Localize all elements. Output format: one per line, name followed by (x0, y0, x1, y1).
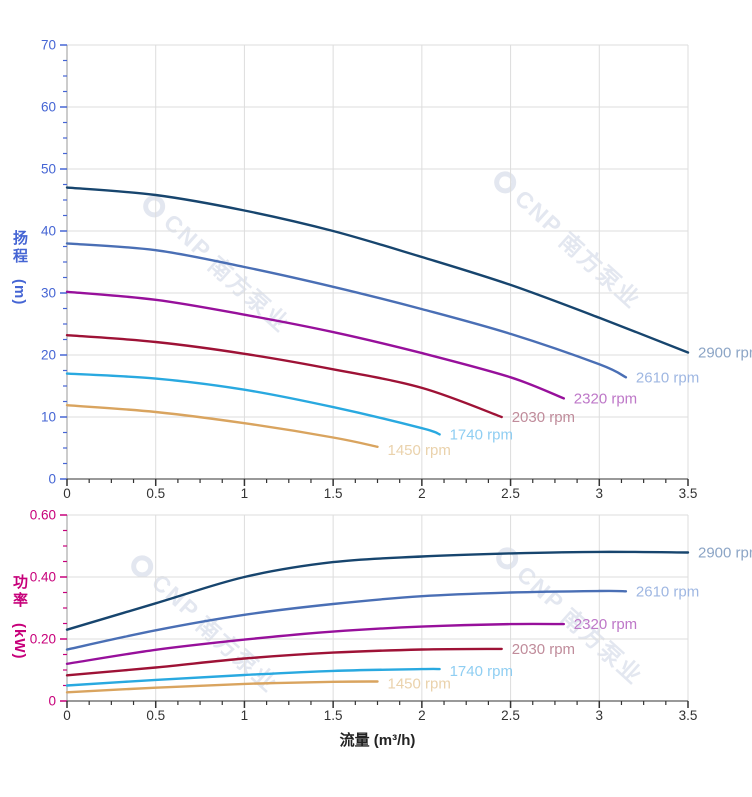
curve-power-1450-rpm (65, 680, 379, 694)
y-tick-label: 0.20 (30, 632, 56, 647)
y-tick-label: 70 (41, 38, 56, 53)
y-tick-label: 50 (41, 162, 56, 177)
series-label-2320-rpm: 2320 rpm (574, 390, 637, 407)
x-tick-label: 0 (63, 708, 71, 723)
x-tick-label: 3.5 (679, 486, 698, 501)
head-axis-title: 扬程 (m) (11, 230, 28, 306)
power-axis-title-text: 功率 (11, 574, 28, 610)
power-axis-unit: (kW) (11, 623, 28, 660)
x-tick-label: 0.5 (146, 486, 165, 501)
x-tick-label: 2.5 (501, 708, 520, 723)
series-label-2900-rpm: 2900 rpm (698, 545, 752, 562)
series-label-2030-rpm: 2030 rpm (512, 641, 575, 658)
curve-power-2030-rpm (65, 647, 503, 677)
head-flow-chart: 0 10 20 30 40 50 60 70 0 0.5 1 1.5 2 2.5 3 3.5 2900 rpm 2… (41, 38, 752, 502)
y-tick-label: 30 (41, 286, 56, 301)
x-tick-label: 2.5 (501, 486, 520, 501)
curve-head-2030-rpm (65, 334, 503, 419)
y-tick-label: 0.40 (30, 570, 56, 585)
curve-head-1740-rpm (65, 372, 441, 436)
curve-head-2320-rpm (65, 290, 565, 400)
series-label-2900-rpm: 2900 rpm (698, 345, 752, 362)
series-label-1740-rpm: 1740 rpm (450, 426, 513, 443)
power-flow-chart: 0 0.20 0.40 0.60 0 0.5 1 1.5 2 2.5 3 3.5 2900 rpm 261… (30, 509, 752, 723)
flow-axis-title: 流量 (m³/h) (339, 732, 416, 749)
y-tick-label: 40 (41, 224, 56, 239)
series-label-1450-rpm: 1450 rpm (388, 442, 451, 459)
curve-power-2900-rpm (65, 550, 690, 631)
x-tick-label: 2 (418, 708, 426, 723)
x-tick-label: 1 (241, 708, 249, 723)
power-axis-title: 功率 (kW) (11, 574, 28, 660)
x-tick-label: 0.5 (146, 708, 165, 723)
curve-head-1450-rpm (65, 404, 379, 448)
series-label-2610-rpm: 2610 rpm (636, 369, 699, 386)
curve-head-2610-rpm (65, 242, 628, 379)
series-label-1740-rpm: 1740 rpm (450, 663, 513, 680)
x-tick-label: 2 (418, 486, 426, 501)
curve-power-2610-rpm (65, 589, 628, 651)
series-label-2610-rpm: 2610 rpm (636, 583, 699, 600)
x-tick-label: 0 (63, 486, 71, 501)
y-tick-label: 0.60 (30, 509, 56, 523)
x-tick-label: 1 (241, 486, 249, 501)
y-tick-label: 60 (41, 100, 56, 115)
head-axis-title-text: 扬程 (11, 230, 28, 266)
y-tick-label: 0 (48, 472, 56, 487)
series-label-2320-rpm: 2320 rpm (574, 616, 637, 633)
x-tick-label: 1.5 (324, 708, 343, 723)
y-tick-label: 20 (41, 348, 56, 363)
series-label-1450-rpm: 1450 rpm (388, 675, 451, 692)
curve-power-1740-rpm (65, 667, 441, 687)
curve-head-2900-rpm (65, 186, 690, 354)
y-tick-label: 0 (48, 694, 56, 709)
y-tick-label: 10 (41, 410, 56, 425)
x-tick-label: 3 (596, 708, 604, 723)
series-label-2030-rpm: 2030 rpm (512, 409, 575, 426)
curve-power-2320-rpm (65, 622, 565, 665)
x-tick-label: 3 (596, 486, 604, 501)
head-axis-unit: (m) (11, 279, 28, 306)
x-tick-label: 3.5 (679, 708, 698, 723)
x-tick-label: 1.5 (324, 486, 343, 501)
